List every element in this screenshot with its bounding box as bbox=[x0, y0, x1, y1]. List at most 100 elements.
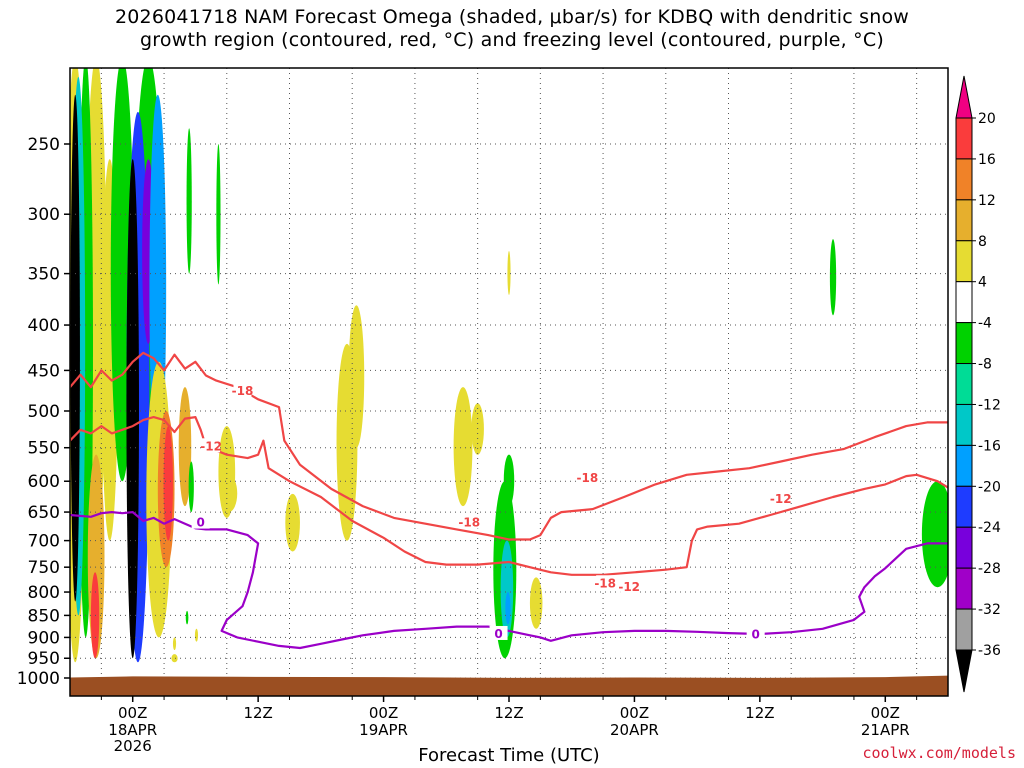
colorbar-segment bbox=[955, 526, 973, 569]
x-tick-label: 00Z bbox=[369, 704, 398, 722]
colorbar-label: -36 bbox=[978, 643, 1001, 659]
y-tick-label: 650 bbox=[28, 503, 60, 523]
contour-label-bg bbox=[191, 514, 210, 529]
contour-lines bbox=[70, 351, 948, 650]
omega-shade bbox=[503, 454, 515, 507]
chart-title: 2026041718 NAM Forecast Omega (shaded, μ… bbox=[0, 6, 1024, 52]
colorbar-label: -4 bbox=[978, 316, 992, 332]
colorbar-segment bbox=[955, 240, 973, 283]
y-axis: 2503003504004505005506006507007508008509… bbox=[17, 135, 70, 689]
omega-shade bbox=[216, 144, 221, 285]
credit-text: coolwx.com/models bbox=[862, 744, 1016, 762]
x-tick-sublabel: 21APR bbox=[861, 721, 910, 739]
contour-label: 0 bbox=[751, 627, 759, 641]
omega-shade bbox=[453, 387, 473, 507]
x-tick-sublabel: 18APR bbox=[108, 721, 157, 739]
y-tick-label: 750 bbox=[28, 558, 60, 578]
x-tick-label: 00Z bbox=[871, 704, 900, 722]
colorbar-label: -32 bbox=[978, 602, 1001, 618]
colorbar-label: 12 bbox=[978, 193, 996, 209]
contour-label: -18 bbox=[458, 516, 480, 530]
contour-label: -12 bbox=[200, 439, 222, 453]
omega-shade bbox=[829, 239, 837, 316]
omega-shade bbox=[186, 128, 192, 274]
colorbar-label: -12 bbox=[978, 397, 1001, 413]
y-tick-label: 900 bbox=[28, 628, 60, 648]
omega-shade bbox=[921, 481, 948, 588]
colorbar-segment bbox=[955, 158, 973, 201]
y-tick-label: 500 bbox=[28, 402, 60, 422]
y-tick-label: 600 bbox=[28, 472, 60, 492]
colorbar-label: -24 bbox=[978, 520, 1001, 536]
omega-shading bbox=[70, 68, 948, 663]
terrain-ground bbox=[70, 675, 948, 696]
contour-label: -12 bbox=[770, 492, 792, 506]
colorbar-label: -8 bbox=[978, 357, 992, 373]
omega-shade bbox=[188, 461, 194, 513]
omega-shade bbox=[220, 474, 238, 513]
contour-label: -18 bbox=[577, 471, 599, 485]
x-tick-label: 12Z bbox=[494, 704, 523, 722]
y-tick-label: 400 bbox=[28, 316, 60, 336]
colorbar-segment bbox=[955, 322, 973, 365]
colorbar-label: -20 bbox=[978, 479, 1001, 495]
omega-shade bbox=[185, 610, 189, 625]
contour-label: 0 bbox=[494, 627, 502, 641]
colorbar-segment bbox=[955, 444, 973, 487]
colorbar-segment bbox=[955, 403, 973, 446]
contour-label-bg bbox=[746, 626, 765, 641]
x-tick-label: 00Z bbox=[118, 704, 147, 722]
omega-shade bbox=[126, 159, 139, 659]
contour-dgzm18 bbox=[70, 351, 948, 541]
y-tick-label: 1000 bbox=[17, 669, 60, 689]
contour-label-bg bbox=[771, 490, 790, 505]
colorbar-segment bbox=[955, 281, 973, 324]
omega-shade bbox=[70, 94, 80, 602]
chart-title-line2: growth region (contoured, red, °C) and f… bbox=[140, 29, 884, 51]
colorbar-segment bbox=[955, 117, 973, 160]
x-tick-label: 12Z bbox=[745, 704, 774, 722]
x-tick-sublabel: 2026 bbox=[114, 737, 152, 755]
colorbar-segment bbox=[955, 567, 973, 610]
contour-label-bg bbox=[596, 575, 615, 590]
colorbar: 20 16 12 8 4 -4 -8 -12 -16 -20 -24 -28 -32 -36 bbox=[955, 75, 1001, 693]
contour-label-bg bbox=[233, 383, 252, 398]
x-tick-label: 12Z bbox=[243, 704, 272, 722]
y-tick-label: 700 bbox=[28, 532, 60, 552]
y-tick-label: 250 bbox=[28, 135, 60, 155]
contour-label: 0 bbox=[196, 516, 204, 530]
x-tick-sublabel: 20APR bbox=[610, 721, 659, 739]
omega-shade bbox=[178, 387, 192, 507]
colorbar-label: 20 bbox=[978, 111, 996, 127]
colorbar-segment bbox=[955, 485, 973, 528]
contour-label: -18 bbox=[594, 576, 616, 590]
colorbar-max-arrow bbox=[955, 75, 973, 119]
omega-shade bbox=[172, 637, 177, 651]
y-tick-label: 300 bbox=[28, 205, 60, 225]
y-tick-label: 350 bbox=[28, 265, 60, 285]
chart-title-line1: 2026041718 NAM Forecast Omega (shaded, μ… bbox=[114, 6, 910, 28]
omega-shade bbox=[505, 592, 511, 625]
colorbar-label: 8 bbox=[978, 234, 987, 250]
contour-label-bg bbox=[460, 514, 479, 529]
contour-label-bg bbox=[620, 579, 639, 594]
omega-shade bbox=[507, 250, 511, 296]
contour-freezing-level bbox=[70, 510, 948, 650]
y-tick-label: 550 bbox=[28, 439, 60, 459]
colorbar-label: -16 bbox=[978, 438, 1001, 454]
omega-shade bbox=[285, 493, 300, 552]
colorbar-label: 4 bbox=[978, 275, 987, 291]
omega-shade bbox=[171, 654, 178, 663]
colorbar-label: 16 bbox=[978, 152, 996, 168]
omega-shade bbox=[348, 305, 365, 448]
contour-dgzm12 bbox=[70, 416, 948, 576]
colorbar-segment bbox=[955, 608, 973, 651]
contour-label: -12 bbox=[618, 580, 640, 594]
contour-label: -18 bbox=[232, 384, 254, 398]
colorbar-segment bbox=[955, 363, 973, 405]
y-tick-label: 850 bbox=[28, 606, 60, 626]
x-axis-title: Forecast Time (UTC) bbox=[418, 745, 600, 766]
